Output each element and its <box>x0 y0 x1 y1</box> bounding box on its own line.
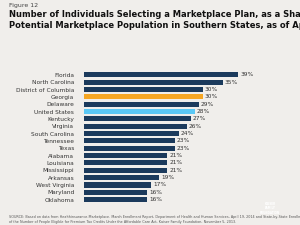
Text: 21%: 21% <box>169 153 182 158</box>
Bar <box>84 102 199 107</box>
Text: 28%: 28% <box>197 109 210 114</box>
Bar <box>84 72 238 77</box>
Text: 30%: 30% <box>205 94 218 99</box>
Text: 16%: 16% <box>149 190 162 195</box>
Bar <box>84 116 191 122</box>
Bar <box>84 197 147 202</box>
Text: 24%: 24% <box>181 131 194 136</box>
Text: 21%: 21% <box>169 168 182 173</box>
Bar <box>84 175 159 180</box>
Text: 27%: 27% <box>193 116 206 122</box>
Bar <box>84 124 187 129</box>
Text: 17%: 17% <box>153 182 167 187</box>
Text: 29%: 29% <box>201 102 214 107</box>
Text: Number of Individuals Selecting a Marketplace Plan, as a Share of the
Potential : Number of Individuals Selecting a Market… <box>9 10 300 30</box>
Text: 35%: 35% <box>224 80 238 85</box>
Text: 23%: 23% <box>177 146 190 151</box>
Bar <box>84 94 203 99</box>
Bar <box>84 109 195 114</box>
Text: SOURCE: Based on data from Healthinsurance.Marketplace. March Enrollment Report,: SOURCE: Based on data from Healthinsuran… <box>9 215 300 224</box>
Bar <box>84 190 147 195</box>
Text: 16%: 16% <box>149 197 162 202</box>
Text: 19%: 19% <box>161 175 174 180</box>
Bar <box>84 87 203 92</box>
Bar <box>84 146 175 151</box>
Text: 23%: 23% <box>177 138 190 143</box>
Text: 21%: 21% <box>169 160 182 165</box>
Text: KAISER
FAMILY
FOUNDATION: KAISER FAMILY FOUNDATION <box>260 202 280 215</box>
Text: Figure 12: Figure 12 <box>9 3 38 8</box>
Text: 26%: 26% <box>189 124 202 129</box>
Bar <box>84 168 167 173</box>
Bar <box>84 131 179 136</box>
Text: 30%: 30% <box>205 87 218 92</box>
Bar <box>84 182 151 187</box>
Bar <box>84 138 175 144</box>
Bar <box>84 153 167 158</box>
Bar <box>84 80 223 85</box>
Bar <box>84 160 167 166</box>
Text: 39%: 39% <box>240 72 254 77</box>
